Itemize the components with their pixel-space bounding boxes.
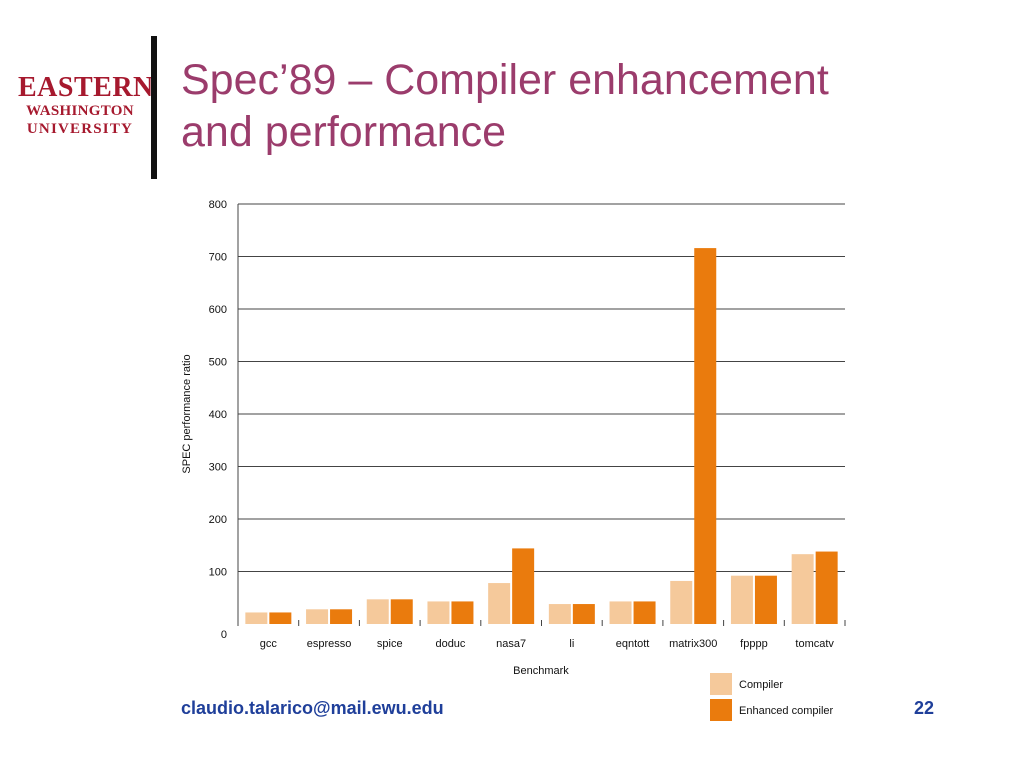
legend-swatch — [710, 699, 732, 721]
bar-enhanced-compiler — [451, 601, 474, 624]
bar-compiler — [730, 575, 753, 624]
legend-swatch — [710, 673, 732, 695]
y-tick-label: 0 — [221, 629, 227, 641]
x-tick-label: nasa7 — [496, 638, 526, 650]
y-axis-title: SPEC performance ratio — [181, 354, 193, 473]
bar-compiler — [306, 609, 329, 624]
x-tick-label: gcc — [260, 638, 278, 650]
bar-enhanced-compiler — [633, 601, 656, 624]
y-tick-label: 700 — [209, 252, 227, 264]
y-tick-label: 100 — [209, 567, 227, 579]
legend-label: Enhanced compiler — [739, 705, 834, 717]
bar-compiler — [488, 583, 511, 624]
x-tick-label: eqntott — [616, 638, 650, 650]
footer-email[interactable]: claudio.talarico@mail.ewu.edu — [181, 698, 444, 718]
bar-enhanced-compiler — [754, 575, 777, 624]
bar-enhanced-compiler — [390, 599, 413, 624]
slide-title-line-1: Spec’89 – Compiler enhancement — [181, 56, 829, 104]
y-tick-label: 800 — [209, 199, 227, 211]
bar-compiler — [427, 601, 450, 624]
bar-enhanced-compiler — [815, 551, 838, 624]
bar-compiler — [366, 599, 389, 624]
x-tick-label: li — [569, 638, 574, 650]
x-tick-label: espresso — [307, 638, 352, 650]
y-tick-label: 600 — [209, 304, 227, 316]
title-divider-bar — [151, 36, 157, 179]
logo-text-eastern: EASTERN — [18, 72, 154, 103]
logo-text-university: UNIVERSITY — [26, 121, 134, 137]
bar-compiler — [670, 580, 693, 624]
legend-label: Compiler — [739, 679, 783, 691]
y-tick-label: 200 — [209, 514, 227, 526]
slide-title: Spec’89 – Compiler enhancement and perfo… — [181, 54, 1001, 158]
x-tick-label: spice — [377, 638, 403, 650]
x-axis-title: Benchmark — [513, 665, 569, 677]
y-tick-label: 500 — [209, 357, 227, 369]
bar-compiler — [548, 604, 571, 624]
bar-compiler — [791, 554, 814, 624]
slide-title-line-2: and performance — [181, 108, 507, 156]
bar-enhanced-compiler — [269, 612, 292, 624]
x-tick-label: fpppp — [740, 638, 768, 650]
logo-text-washington: WASHINGTON — [26, 103, 134, 119]
bar-enhanced-compiler — [330, 609, 353, 624]
bar-enhanced-compiler — [572, 604, 595, 624]
y-tick-label: 300 — [209, 462, 227, 474]
bar-compiler — [609, 601, 632, 624]
x-tick-label: matrix300 — [669, 638, 717, 650]
page-number: 22 — [914, 698, 935, 718]
bar-enhanced-compiler — [512, 548, 535, 624]
university-logo: EASTERN WASHINGTON UNIVERSITY — [18, 72, 154, 137]
y-tick-label: 400 — [209, 409, 227, 421]
bar-compiler — [245, 612, 268, 624]
x-tick-label: tomcatv — [795, 638, 834, 650]
x-tick-label: doduc — [435, 638, 465, 650]
bar-enhanced-compiler — [694, 248, 717, 624]
